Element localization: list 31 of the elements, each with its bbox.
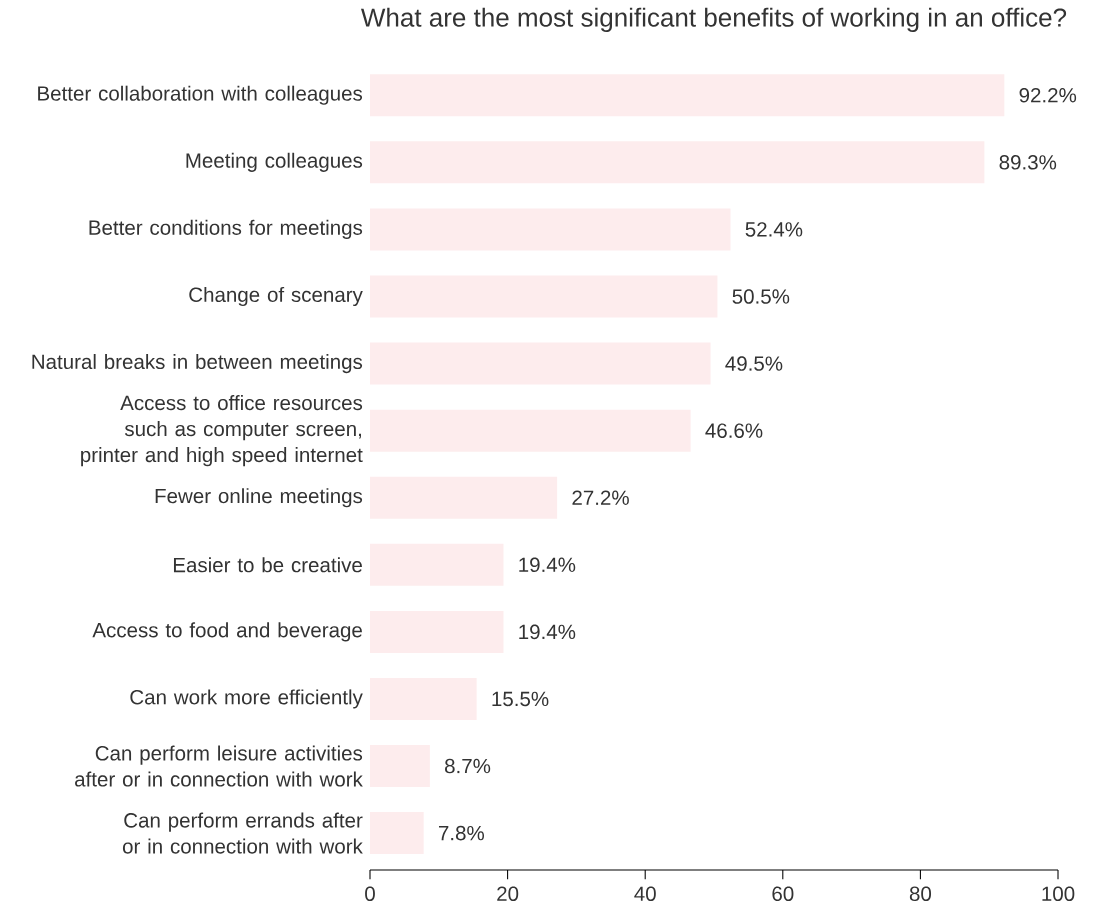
data-label: 49.5%	[725, 356, 783, 371]
x-tick-label: 20	[497, 886, 519, 901]
x-tick-label: 60	[772, 886, 794, 901]
x-tick-label: 100	[1042, 886, 1075, 901]
data-label: 15.5%	[492, 691, 549, 707]
data-label: 7.8%	[438, 825, 485, 841]
y-tick-label: Can perform errands after or in connection with work	[122, 812, 363, 854]
y-tick-label: Natural breaks in between meetings	[32, 354, 363, 374]
data-label: 50.5%	[732, 289, 790, 304]
x-tick-label: 80	[909, 886, 932, 901]
y-tick-label: Better conditions for meetings	[89, 219, 363, 239]
x-tick-label: 40	[634, 886, 656, 901]
data-label: 8.7%	[445, 758, 491, 774]
x-tick-label: 0	[365, 886, 375, 901]
y-tick-label: Better collaboration with colleagues	[38, 85, 363, 105]
chart-title: What are the most significant benefits of working in an office?	[360, 7, 1067, 32]
y-tick-label: Fewer online meetings	[155, 488, 363, 508]
y-tick-label: Easier to be creative	[173, 557, 362, 573]
y-tick-label: Access to food and beverage	[92, 622, 362, 642]
data-label: 19.4%	[519, 557, 576, 573]
y-tick-label: Access to office resources such as computer screen, printer and high speed internet	[81, 395, 363, 467]
data-label: 27.2%	[572, 490, 629, 505]
data-label: 52.4%	[745, 222, 803, 237]
y-tick-label: Can perform leisure activities after or in connection with work	[75, 745, 363, 787]
data-label: 89.3%	[999, 155, 1057, 170]
data-label: 19.4%	[519, 624, 576, 640]
y-tick-label: Meeting colleagues	[186, 152, 363, 172]
data-label: 46.6%	[705, 423, 763, 438]
y-tick-label: Change of scenary	[189, 286, 363, 307]
data-label: 92.2%	[1019, 87, 1077, 103]
y-tick-label: Can work more efficiently	[130, 689, 363, 709]
